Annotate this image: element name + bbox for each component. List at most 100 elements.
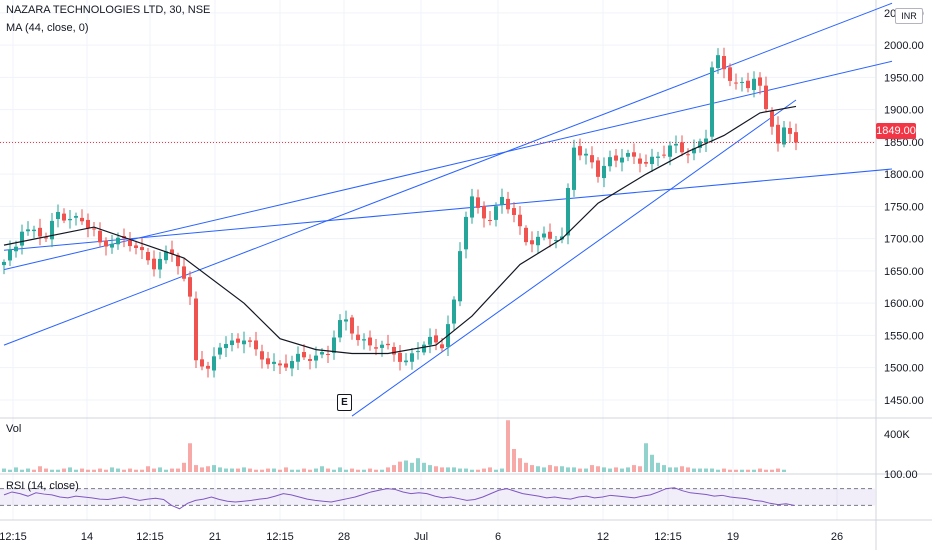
candle-body	[638, 158, 642, 164]
volume-bar	[122, 469, 126, 472]
volume-bar	[290, 469, 294, 472]
volume-bar	[128, 468, 132, 472]
candle-body	[584, 153, 588, 156]
time-tick-label: 19	[727, 531, 739, 543]
candle-body	[680, 142, 684, 153]
volume-bar	[410, 462, 414, 472]
volume-bar	[176, 468, 180, 472]
volume-bar	[518, 458, 522, 472]
time-tick-label: 12:15	[0, 531, 27, 543]
volume-bar	[560, 466, 564, 472]
candle-body	[218, 347, 222, 355]
price-tick-label: 1900.00	[884, 105, 924, 117]
volume-bar	[182, 462, 186, 472]
candle-body	[722, 56, 726, 70]
candle-body	[518, 214, 522, 227]
volume-bar	[512, 449, 516, 472]
volume-bar	[200, 467, 204, 472]
volume-bar	[770, 469, 774, 472]
candle-body	[692, 148, 696, 154]
volume-bar	[92, 469, 96, 472]
candle-body	[434, 335, 438, 343]
volume-bar	[782, 469, 786, 472]
volume-tick-label: 400K	[884, 429, 910, 441]
volume-bar	[530, 465, 534, 472]
volume-legend[interactable]: Vol	[6, 423, 22, 435]
candle-body	[422, 344, 426, 353]
volume-bar	[206, 466, 210, 472]
candle-body	[776, 124, 780, 144]
candle-body	[602, 165, 606, 179]
ma-legend[interactable]: MA (44, close, 0)	[6, 22, 89, 34]
candle-body	[164, 251, 168, 261]
volume-bar	[542, 467, 546, 472]
candle-body	[758, 77, 762, 86]
candle-body	[2, 261, 6, 266]
price-tick-label: 1750.00	[884, 201, 924, 213]
candle-body	[152, 258, 156, 270]
volume-bar	[776, 468, 780, 472]
candle-body	[212, 356, 216, 371]
volume-bar	[20, 469, 24, 472]
volume-bar	[320, 466, 324, 472]
candle-body	[740, 81, 744, 83]
candle-body	[74, 215, 78, 218]
candle-body	[416, 351, 420, 353]
rsi-legend[interactable]: RSI (14, close)	[6, 480, 79, 492]
volume-bar	[686, 467, 690, 472]
candle-body	[512, 208, 516, 215]
candle-body	[524, 227, 528, 243]
candle-body	[50, 220, 54, 240]
candle-body	[170, 249, 174, 254]
time-tick-label: 28	[338, 531, 350, 543]
candle-body	[128, 239, 132, 247]
time-tick-label: 12:15	[654, 531, 682, 543]
volume-bar	[140, 469, 144, 472]
candle-body	[20, 231, 24, 246]
candle-body	[650, 156, 654, 165]
volume-bar	[32, 469, 36, 472]
candle-body	[590, 155, 594, 163]
volume-bar	[80, 468, 84, 472]
price-tick-label: 1450.00	[884, 395, 924, 407]
candle-body	[266, 358, 270, 365]
volume-bar	[668, 467, 672, 472]
volume-bar	[758, 468, 762, 472]
price-tick-label: 1650.00	[884, 266, 924, 278]
candle-body	[506, 198, 510, 210]
volume-bar	[488, 467, 492, 472]
volume-bar	[434, 466, 438, 472]
candle-body	[302, 352, 306, 358]
candle-body	[92, 228, 96, 230]
time-axis[interactable]: 12:15 14 12:15 21 12:15 28 Jul 6 12 12:15 19 26	[0, 531, 843, 543]
candle-body	[116, 237, 120, 245]
time-tick-label: 6	[495, 531, 501, 543]
volume-bar	[74, 469, 78, 472]
volume-bars	[2, 420, 786, 472]
candle-body	[632, 152, 636, 157]
price-tick-label: 2000.00	[884, 40, 924, 52]
candle-body	[194, 298, 198, 361]
volume-bar	[482, 468, 486, 472]
price-axis[interactable]: 2050.002000.001950.001900.001850.001800.…	[884, 8, 924, 407]
earnings-marker[interactable]: E	[337, 394, 352, 411]
trendline[interactable]	[3, 2, 893, 346]
candle-body	[392, 346, 396, 355]
trendline[interactable]	[3, 60, 893, 271]
volume-bar	[56, 469, 60, 472]
currency-badge[interactable]: INR	[895, 8, 923, 24]
trendlines[interactable]	[3, 2, 893, 417]
volume-bar	[644, 443, 648, 472]
candle-body	[536, 236, 540, 246]
candle-body	[230, 340, 234, 346]
volume-bar	[416, 458, 420, 472]
candle-body	[362, 339, 366, 341]
volume-bar	[500, 468, 504, 472]
trendline[interactable]	[351, 99, 797, 417]
candle-body	[398, 352, 402, 362]
trendline[interactable]	[3, 168, 893, 251]
symbol-title[interactable]: NAZARA TECHNOLOGIES LTD, 30, NSE	[6, 4, 211, 16]
volume-bar	[752, 469, 756, 472]
